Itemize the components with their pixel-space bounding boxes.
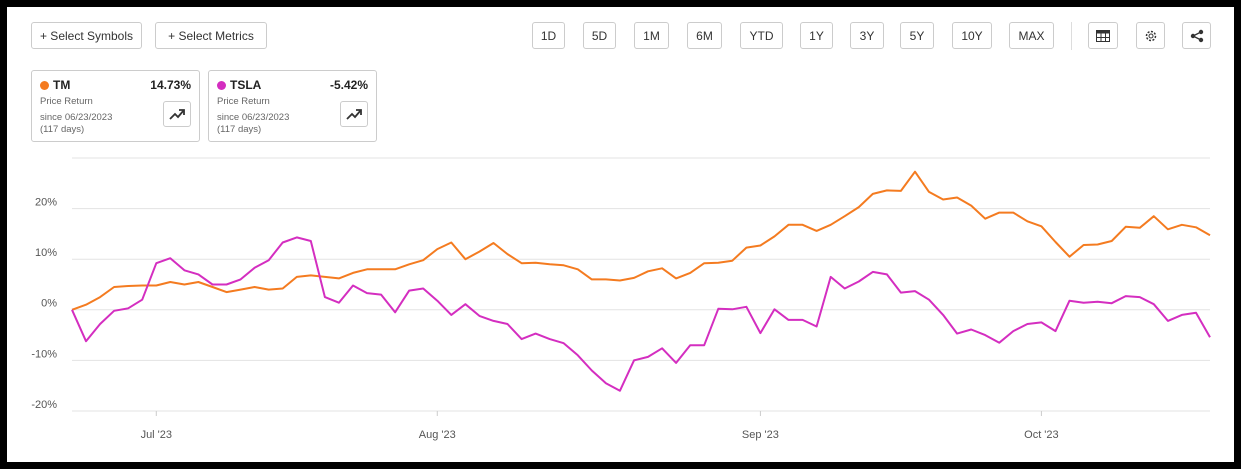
line — [71, 170, 1211, 311]
y-tick-label: -10% — [31, 348, 57, 360]
legend-entry: TSLA — [230, 78, 262, 92]
range-button[interactable]: 3Y — [850, 22, 884, 49]
y-tick-label: 10% — [35, 247, 57, 259]
legend-card: TSLA -5.42% Price Return since 06/23/2023 (1… — [208, 70, 377, 142]
card-symbol: TM — [40, 78, 70, 92]
range-button[interactable]: 5Y — [900, 22, 934, 49]
trend-button[interactable] — [163, 101, 191, 127]
card-metric: Price Return — [40, 96, 93, 107]
range-button[interactable]: 1M — [634, 22, 669, 49]
y-tick-label: 0% — [41, 298, 57, 310]
share-button[interactable] — [1182, 22, 1211, 49]
card-days: (117 days) — [40, 124, 85, 135]
x-tick-label: Oct '23 — [1024, 429, 1059, 441]
legend-card: TM 14.73% Price Return since 06/23/2023 (117… — [31, 70, 200, 142]
range-button[interactable]: 1D — [532, 22, 565, 49]
card-metric: Price Return — [217, 96, 270, 107]
table-button[interactable] — [1088, 22, 1118, 49]
range-button[interactable]: 5D — [583, 22, 616, 49]
separator — [1071, 22, 1072, 50]
x-tick-label: Aug '23 — [419, 429, 456, 441]
range-button[interactable]: YTD — [740, 22, 783, 49]
card-since: since 06/23/2023 — [40, 112, 113, 123]
card-symbol: TSLA — [217, 78, 261, 92]
card-since: since 06/23/2023 — [217, 112, 290, 123]
y-tick-label: -20% — [31, 399, 57, 411]
legend-entry: TM — [53, 78, 71, 92]
select-symbols[interactable]: + Select Symbols — [31, 22, 142, 49]
trend-button[interactable] — [340, 101, 368, 127]
card-dot — [40, 80, 49, 90]
select-metrics[interactable]: + Select Metrics — [155, 22, 267, 49]
range-button[interactable]: 1Y — [800, 22, 833, 49]
card-return: -5.42% — [329, 78, 368, 92]
line — [71, 236, 1211, 392]
card-dot — [217, 80, 226, 90]
range-button[interactable]: 6M — [687, 22, 722, 49]
x-tick-label: Jul '23 — [141, 429, 172, 441]
settings-button[interactable] — [1136, 22, 1165, 49]
card-days: (117 days) — [217, 124, 262, 135]
y-tick-label: 20% — [35, 197, 57, 209]
range-button[interactable]: 10Y — [952, 22, 992, 49]
card-return: 14.73% — [150, 78, 191, 92]
range-button[interactable]: MAX — [1009, 22, 1054, 49]
frame — [7, 7, 1234, 462]
x-tick-label: Sep '23 — [742, 429, 779, 441]
